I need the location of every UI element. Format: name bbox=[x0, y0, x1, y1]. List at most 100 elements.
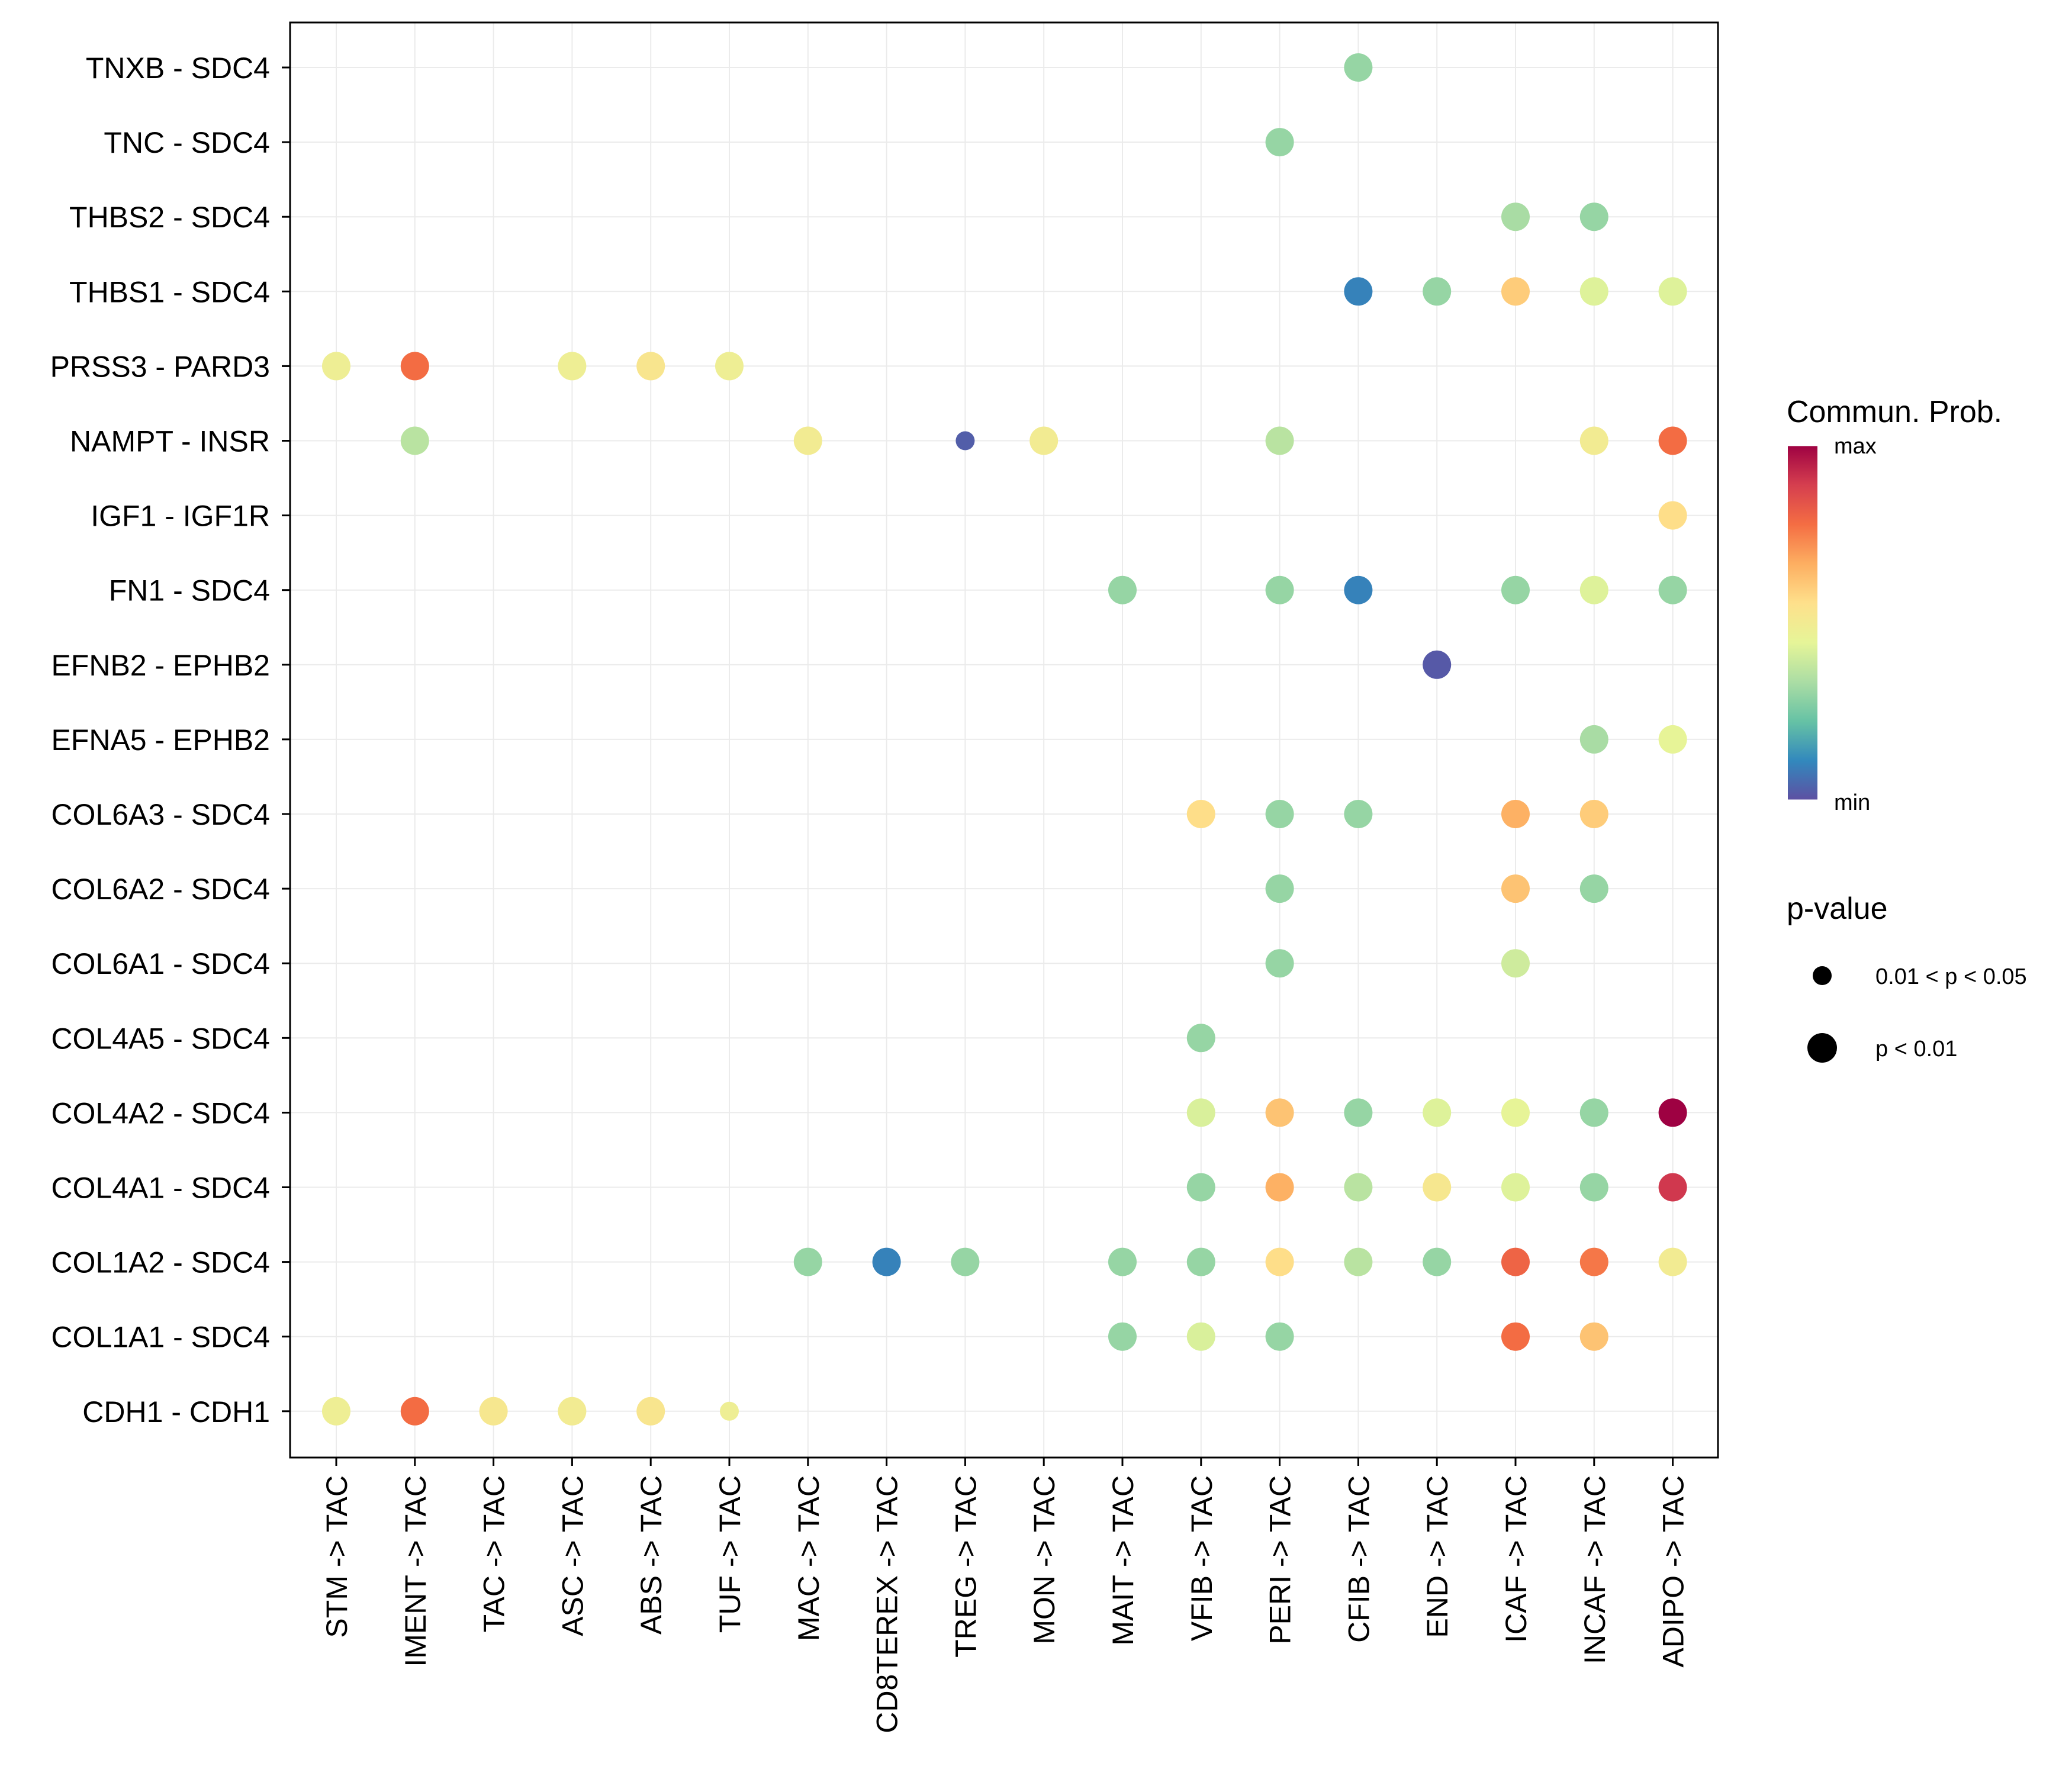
data-point bbox=[1265, 800, 1294, 828]
data-point bbox=[479, 1397, 508, 1426]
data-point bbox=[1265, 128, 1294, 157]
data-point bbox=[955, 431, 975, 451]
color-legend-title: Commun. Prob. bbox=[1787, 395, 2002, 429]
data-point bbox=[1265, 1173, 1294, 1202]
data-point bbox=[1344, 1173, 1373, 1202]
data-point bbox=[1658, 277, 1687, 306]
data-point bbox=[1186, 1322, 1215, 1351]
x-tick-label: TAC -> TAC bbox=[478, 1475, 511, 1632]
x-tick-label: MAIT -> TAC bbox=[1106, 1475, 1140, 1646]
grid-lines bbox=[290, 22, 1718, 1458]
data-point bbox=[1265, 575, 1294, 604]
data-points bbox=[322, 53, 1687, 1426]
size-legend-dot-small bbox=[1813, 966, 1832, 985]
data-point bbox=[1579, 575, 1608, 604]
data-point bbox=[1579, 1098, 1608, 1127]
x-tick-label: IMENT -> TAC bbox=[399, 1475, 432, 1667]
y-tick-label: THBS1 - SDC4 bbox=[69, 275, 270, 308]
data-point bbox=[793, 1247, 822, 1276]
data-point bbox=[1108, 1322, 1137, 1351]
data-point bbox=[1265, 1247, 1294, 1276]
x-tick-label: ADIPO -> TAC bbox=[1657, 1475, 1690, 1668]
data-point bbox=[558, 1397, 587, 1426]
x-tick-label: TREG -> TAC bbox=[949, 1475, 982, 1658]
data-point bbox=[400, 426, 429, 455]
data-point bbox=[1186, 1173, 1215, 1202]
y-tick-label: TNXB - SDC4 bbox=[86, 52, 270, 85]
x-tick-label: ASC -> TAC bbox=[556, 1475, 589, 1636]
y-tick-label: FN1 - SDC4 bbox=[109, 574, 270, 607]
data-point bbox=[1579, 1247, 1608, 1276]
x-tick-label: PERI -> TAC bbox=[1264, 1475, 1297, 1645]
data-point bbox=[1579, 202, 1608, 231]
data-point bbox=[1501, 1247, 1530, 1276]
y-tick-label: EFNB2 - EPHB2 bbox=[51, 649, 270, 682]
x-tick-label: CD8TEREX -> TAC bbox=[871, 1475, 904, 1733]
data-point bbox=[1265, 874, 1294, 903]
data-point bbox=[1501, 800, 1530, 828]
data-point bbox=[1265, 426, 1294, 455]
data-point bbox=[1186, 1098, 1215, 1127]
y-tick-label: COL1A2 - SDC4 bbox=[51, 1246, 270, 1279]
data-point bbox=[1658, 501, 1687, 530]
data-point bbox=[1658, 426, 1687, 455]
y-tick-label: EFNA5 - EPHB2 bbox=[51, 723, 270, 757]
data-point bbox=[793, 426, 822, 455]
data-point bbox=[1501, 1173, 1530, 1202]
size-legend-title: p-value bbox=[1787, 892, 1888, 926]
data-point bbox=[1423, 1247, 1452, 1276]
y-tick-label: COL6A2 - SDC4 bbox=[51, 873, 270, 906]
size-legend-dot-large bbox=[1807, 1033, 1837, 1063]
y-tick-label: IGF1 - IGF1R bbox=[91, 500, 270, 533]
data-point bbox=[1186, 800, 1215, 828]
colorbar bbox=[1788, 445, 1817, 800]
data-point bbox=[1423, 650, 1452, 679]
data-point bbox=[1579, 1322, 1608, 1351]
x-tick-label: MAC -> TAC bbox=[792, 1475, 825, 1641]
data-point bbox=[720, 1401, 739, 1421]
data-point bbox=[1501, 1322, 1530, 1351]
y-tick-label: COL4A2 - SDC4 bbox=[51, 1096, 270, 1130]
data-point bbox=[1265, 1322, 1294, 1351]
x-tick-label: ICAF -> TAC bbox=[1500, 1475, 1533, 1643]
y-tick-label: THBS2 - SDC4 bbox=[69, 201, 270, 234]
x-tick-label: ABS -> TAC bbox=[635, 1475, 668, 1635]
data-point bbox=[400, 1397, 429, 1426]
y-tick-label: COL4A1 - SDC4 bbox=[51, 1172, 270, 1205]
data-point bbox=[1423, 277, 1452, 306]
data-point bbox=[322, 352, 350, 381]
data-point bbox=[1344, 53, 1373, 82]
data-point bbox=[1186, 1024, 1215, 1053]
y-axis: TNXB - SDC4 TNC - SDC4 THBS2 - SDC4 THBS1 -… bbox=[50, 52, 290, 1429]
color-legend: Commun. Prob. max min bbox=[1787, 395, 2002, 815]
data-point bbox=[400, 352, 429, 381]
data-point bbox=[1501, 575, 1530, 604]
colorbar-min-label: min bbox=[1834, 790, 1870, 815]
data-point bbox=[872, 1247, 901, 1276]
data-point bbox=[1344, 575, 1373, 604]
data-point bbox=[1423, 1098, 1452, 1127]
y-tick-label: TNC - SDC4 bbox=[104, 126, 270, 159]
data-point bbox=[1501, 949, 1530, 978]
data-point bbox=[1579, 725, 1608, 754]
y-tick-label: COL6A1 - SDC4 bbox=[51, 947, 270, 980]
y-tick-label: CDH1 - CDH1 bbox=[82, 1395, 270, 1429]
data-point bbox=[1344, 1098, 1373, 1127]
data-point bbox=[1658, 1247, 1687, 1276]
x-tick-label: MON -> TAC bbox=[1028, 1475, 1061, 1645]
x-tick-label: VFIB -> TAC bbox=[1185, 1475, 1218, 1641]
data-point bbox=[1029, 426, 1058, 455]
x-tick-label: TUF -> TAC bbox=[713, 1475, 747, 1633]
y-tick-label: NAMPT - INSR bbox=[70, 425, 270, 458]
data-point bbox=[636, 352, 665, 381]
data-point bbox=[1501, 1098, 1530, 1127]
data-point bbox=[1658, 575, 1687, 604]
y-tick-label: COL6A3 - SDC4 bbox=[51, 798, 270, 831]
data-point bbox=[1108, 575, 1137, 604]
data-point bbox=[1344, 277, 1373, 306]
data-point bbox=[1658, 725, 1687, 754]
x-tick-label: INCAF -> TAC bbox=[1578, 1475, 1611, 1664]
y-tick-label: COL1A1 - SDC4 bbox=[51, 1321, 270, 1354]
